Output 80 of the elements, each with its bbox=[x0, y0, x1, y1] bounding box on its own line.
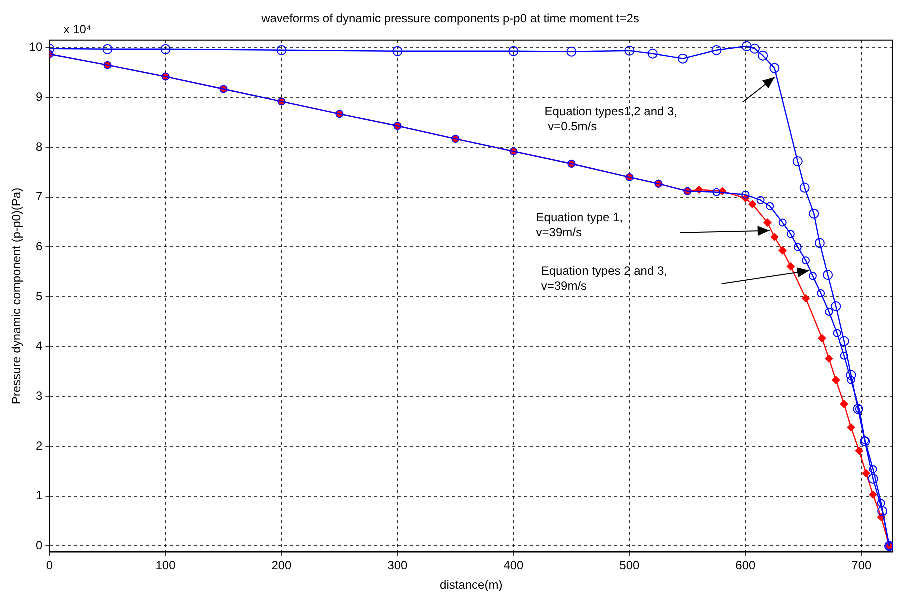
y-tick-label: 10 bbox=[29, 40, 44, 54]
y-tick-label: 0 bbox=[36, 538, 44, 553]
point bbox=[814, 238, 825, 248]
point bbox=[823, 270, 834, 280]
point bbox=[712, 45, 722, 56]
y-tick-label: 2 bbox=[36, 438, 44, 453]
point bbox=[756, 196, 765, 204]
point bbox=[742, 41, 752, 52]
point bbox=[869, 490, 878, 499]
x-tick-label: 100 bbox=[156, 558, 176, 573]
point bbox=[566, 46, 577, 57]
point bbox=[770, 63, 780, 74]
point bbox=[276, 45, 287, 56]
point bbox=[839, 336, 850, 346]
point bbox=[832, 376, 840, 384]
point bbox=[508, 46, 519, 56]
point bbox=[758, 50, 768, 61]
y-tick-label: 6 bbox=[36, 240, 44, 254]
text: x 10⁴ bbox=[64, 22, 92, 37]
point bbox=[802, 294, 810, 303]
x-tick-label: 700 bbox=[852, 558, 872, 573]
point bbox=[868, 474, 878, 484]
point bbox=[160, 44, 171, 54]
chart-title: waveforms of dynamic pressure components p-p0 at time moment t=2s bbox=[260, 12, 640, 26]
annotation: Equation type 1, v=39m/s bbox=[536, 210, 624, 240]
point bbox=[786, 262, 795, 271]
point bbox=[792, 156, 803, 166]
point bbox=[770, 233, 779, 242]
point bbox=[624, 46, 635, 56]
point bbox=[778, 218, 787, 227]
point bbox=[862, 469, 870, 478]
x-tick-label: 500 bbox=[620, 558, 640, 573]
point bbox=[878, 506, 888, 516]
point bbox=[764, 218, 772, 227]
point bbox=[833, 329, 842, 338]
point bbox=[102, 44, 113, 54]
point bbox=[794, 243, 802, 252]
point bbox=[840, 400, 848, 408]
point bbox=[855, 447, 864, 456]
point bbox=[392, 46, 403, 56]
annotation: Equation types 2 and 3, v=39m/s bbox=[541, 264, 668, 293]
point bbox=[817, 290, 826, 298]
y-tick-label: 7 bbox=[36, 190, 44, 204]
point bbox=[802, 256, 810, 265]
point bbox=[831, 302, 842, 312]
point bbox=[808, 272, 817, 280]
x-tick-label: 600 bbox=[736, 558, 756, 573]
y-tick-label: 9 bbox=[36, 90, 44, 104]
y-tick-label: 3 bbox=[36, 389, 44, 404]
point bbox=[778, 246, 787, 255]
annotation: Equation types1,2 and 3, v=0.5m/s bbox=[544, 104, 678, 134]
point bbox=[825, 308, 834, 316]
x-tick-label: 400 bbox=[504, 558, 524, 573]
y-tick-label: 5 bbox=[36, 289, 44, 304]
point bbox=[847, 424, 856, 432]
x-tick-label: 0 bbox=[46, 558, 54, 573]
point bbox=[825, 354, 834, 363]
y-tick-label: 4 bbox=[36, 339, 44, 354]
point bbox=[809, 208, 820, 219]
point bbox=[678, 54, 688, 64]
point bbox=[748, 200, 757, 208]
x-tick-label: 200 bbox=[272, 558, 292, 573]
x-axis-title: distance(m) bbox=[440, 578, 503, 592]
point bbox=[648, 48, 658, 59]
point bbox=[742, 190, 750, 199]
point bbox=[847, 376, 856, 384]
point bbox=[846, 370, 856, 380]
point bbox=[840, 352, 848, 360]
point bbox=[877, 499, 886, 508]
y-tick-label: 8 bbox=[36, 140, 44, 154]
point bbox=[750, 44, 760, 54]
point bbox=[818, 334, 826, 342]
point bbox=[800, 182, 810, 193]
point bbox=[712, 188, 721, 196]
y-tick-label: 1 bbox=[36, 488, 44, 503]
y-axis-title: Pressure dynamic component (p-p0)(Pa) bbox=[10, 188, 24, 405]
point bbox=[766, 202, 774, 210]
point bbox=[869, 465, 878, 474]
x-tick-label: 300 bbox=[388, 558, 408, 573]
point bbox=[786, 230, 795, 238]
